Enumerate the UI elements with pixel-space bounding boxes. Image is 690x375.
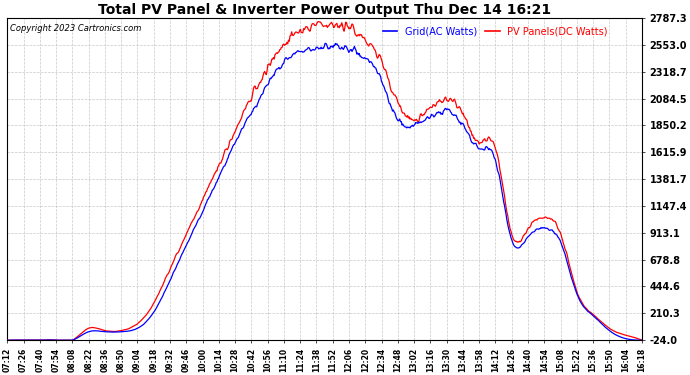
Title: Total PV Panel & Inverter Power Output Thu Dec 14 16:21: Total PV Panel & Inverter Power Output T… — [98, 3, 551, 17]
Text: Copyright 2023 Cartronics.com: Copyright 2023 Cartronics.com — [10, 24, 142, 33]
Legend: Grid(AC Watts), PV Panels(DC Watts): Grid(AC Watts), PV Panels(DC Watts) — [379, 23, 612, 40]
